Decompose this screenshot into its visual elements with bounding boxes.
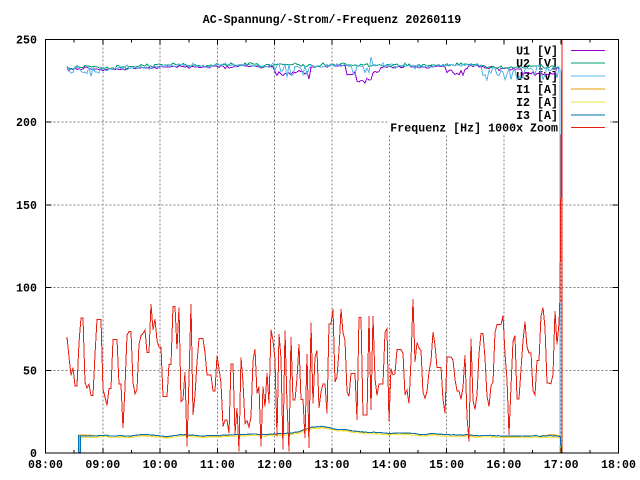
svg-text:AC-Spannung/-Strom/-Frequenz 2: AC-Spannung/-Strom/-Frequenz 20260119	[203, 14, 462, 27]
svg-text:50: 50	[23, 365, 37, 378]
svg-text:200: 200	[16, 117, 37, 130]
svg-text:14:00: 14:00	[372, 459, 407, 472]
svg-text:17:00: 17:00	[544, 459, 579, 472]
svg-text:13:00: 13:00	[315, 459, 350, 472]
svg-text:16:00: 16:00	[486, 459, 521, 472]
svg-text:I2 [A]: I2 [A]	[516, 97, 558, 110]
svg-text:Frequenz [Hz] 1000x Zoom: Frequenz [Hz] 1000x Zoom	[390, 123, 558, 136]
svg-text:11:00: 11:00	[200, 459, 235, 472]
svg-text:250: 250	[16, 35, 37, 48]
svg-text:10:00: 10:00	[143, 459, 178, 472]
svg-text:08:00: 08:00	[28, 459, 63, 472]
svg-text:12:00: 12:00	[257, 459, 292, 472]
svg-text:18:00: 18:00	[601, 459, 636, 472]
svg-text:0: 0	[30, 448, 37, 461]
svg-text:I3 [A]: I3 [A]	[516, 110, 558, 123]
svg-text:I1 [A]: I1 [A]	[516, 84, 558, 97]
svg-text:150: 150	[16, 200, 37, 213]
svg-text:100: 100	[16, 283, 37, 296]
svg-text:U1 [V]: U1 [V]	[516, 45, 558, 58]
svg-text:09:00: 09:00	[85, 459, 120, 472]
svg-text:15:00: 15:00	[429, 459, 464, 472]
